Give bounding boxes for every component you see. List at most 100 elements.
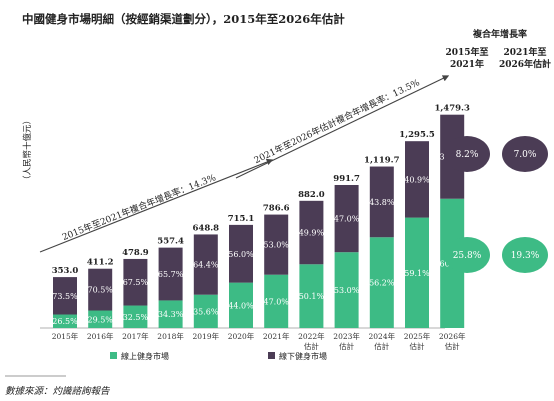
offline-share-label: 40.9% — [404, 175, 430, 184]
x-tick-label: 2020年 — [228, 331, 255, 341]
cagr-bubble: 8.2% — [444, 136, 490, 172]
cagr-bubble-shape — [444, 136, 490, 172]
online-share-label: 59.1% — [404, 269, 430, 278]
x-tick-label: 2015年 — [52, 331, 79, 341]
cagr-col-header-line2: 2026年估計 — [499, 58, 551, 70]
online-share-label: 29.5% — [87, 315, 113, 324]
cagr-bubble-value: 19.3% — [511, 251, 540, 261]
x-tick-label: 2019年 — [193, 331, 220, 341]
cagr-bubble-shape — [502, 237, 548, 273]
cagr-arrow-2015-2021 — [39, 158, 274, 253]
cagr-bubble: 25.8% — [444, 237, 490, 273]
bar-offline — [299, 200, 324, 265]
offline-share-label: 53.0% — [263, 241, 289, 250]
bar-online — [229, 282, 253, 328]
cagr-bubble-value: 7.0% — [514, 150, 537, 160]
bar-group: 34.3% 65.7% 557.4 2018年 — [157, 237, 184, 341]
legend-label-online: 線上健身市場 — [121, 351, 169, 361]
bar-offline — [405, 141, 429, 218]
online-share-label: 26.5% — [52, 317, 78, 326]
online-share-label: 35.6% — [193, 307, 219, 316]
bar-offline — [193, 234, 218, 295]
x-tick-label-line2: 估計 — [304, 341, 319, 351]
bar-offline — [229, 224, 253, 283]
bar-online — [264, 274, 289, 328]
x-tick-label: 2023年 — [333, 331, 360, 341]
x-tick-label: 2026年 — [439, 331, 466, 341]
bar-online — [405, 217, 429, 328]
cagr-bubble-value: 25.8% — [453, 251, 482, 261]
x-tick-label: 2018年 — [157, 331, 184, 341]
x-tick-label-line2: 估計 — [410, 341, 425, 351]
bar-online — [53, 314, 77, 328]
bar-online — [334, 252, 359, 328]
bar-group: 32.5% 67.5% 478.9 2017年 — [122, 248, 149, 341]
bar-offline — [123, 258, 148, 306]
bar-online — [123, 305, 148, 328]
x-tick-label: 2017年 — [122, 331, 149, 341]
total-label: 786.6 — [263, 204, 290, 214]
offline-share-label: 67.5% — [123, 278, 149, 287]
bar-offline — [53, 277, 77, 315]
total-label: 411.2 — [87, 258, 114, 268]
bar-offline — [334, 184, 359, 253]
bar-group: 44.0% 56.0% 715.1 2020年 — [228, 214, 255, 341]
cagr-col-header: 2015年至 — [445, 46, 488, 58]
x-tick-label: 2016年 — [87, 331, 114, 341]
offline-share-label: 43.8% — [369, 198, 395, 207]
offline-share-label: 70.5% — [87, 286, 113, 295]
x-tick-label: 2021年 — [263, 331, 290, 341]
x-tick-label: 2025年 — [404, 331, 431, 341]
cagr-bubble: 19.3% — [502, 237, 548, 273]
offline-share-label: 49.9% — [299, 229, 325, 238]
x-tick-label-line2: 估計 — [339, 341, 354, 351]
bar-online — [369, 237, 394, 328]
online-share-label: 47.0% — [263, 297, 289, 306]
x-tick-label: 2024年 — [369, 331, 396, 341]
cagr-arrow-2021-2026 — [235, 75, 450, 179]
offline-share-label: 73.5% — [52, 292, 78, 301]
total-label: 557.4 — [157, 237, 184, 247]
online-share-label: 56.2% — [369, 279, 395, 288]
total-label: 1,295.5 — [399, 130, 435, 140]
bar-group: 29.5% 70.5% 411.2 2016年 — [87, 258, 114, 341]
bar-online — [88, 310, 113, 328]
x-tick-label-line2: 估計 — [445, 341, 460, 351]
bar-offline — [88, 268, 113, 311]
legend-swatch-online — [110, 352, 117, 359]
cagr-label-2021-2026: 2021年至2026年估計複合年增長率：13.5% — [252, 76, 422, 166]
total-label: 1,119.7 — [364, 156, 400, 166]
bar-online — [299, 264, 324, 328]
bar-online — [193, 294, 218, 328]
bar-group: 47.0% 53.0% 786.6 2021年 — [263, 204, 290, 341]
chart-title: 中國健身市場明細（按經銷渠道劃分），2015年至2026年估計 — [22, 12, 345, 26]
bar-group: 26.5% 73.5% 353.0 2015年 — [52, 266, 79, 341]
bar-offline — [369, 166, 394, 238]
total-label: 882.0 — [298, 190, 325, 200]
source-note: 數據來源：灼識諮詢報告 — [5, 385, 111, 397]
online-share-label: 50.1% — [299, 292, 325, 301]
cagr-col-header-line2: 2021年 — [450, 58, 484, 70]
x-tick-label: 2022年 — [298, 331, 325, 341]
bar-offline — [264, 214, 289, 275]
legend-label-offline: 線下健身市場 — [279, 351, 327, 361]
total-label: 1,479.3 — [434, 104, 470, 114]
online-share-label: 32.5% — [123, 313, 149, 322]
online-share-label: 53.0% — [334, 286, 360, 295]
offline-share-label: 65.7% — [158, 270, 184, 279]
cagr-bubble-value: 8.2% — [456, 150, 479, 160]
cagr-bubble-shape — [502, 136, 548, 172]
total-label: 715.1 — [228, 214, 255, 224]
bar-online — [158, 300, 183, 328]
cagr-table-header: 複合年增長率 — [472, 28, 527, 40]
total-label: 478.9 — [122, 248, 149, 258]
cagr-bubble-shape — [444, 237, 490, 273]
bar-group: 35.6% 64.4% 648.8 2019年 — [192, 223, 219, 341]
y-axis-label: （人民幣十億元） — [22, 116, 33, 184]
legend-swatch-offline — [268, 352, 275, 359]
